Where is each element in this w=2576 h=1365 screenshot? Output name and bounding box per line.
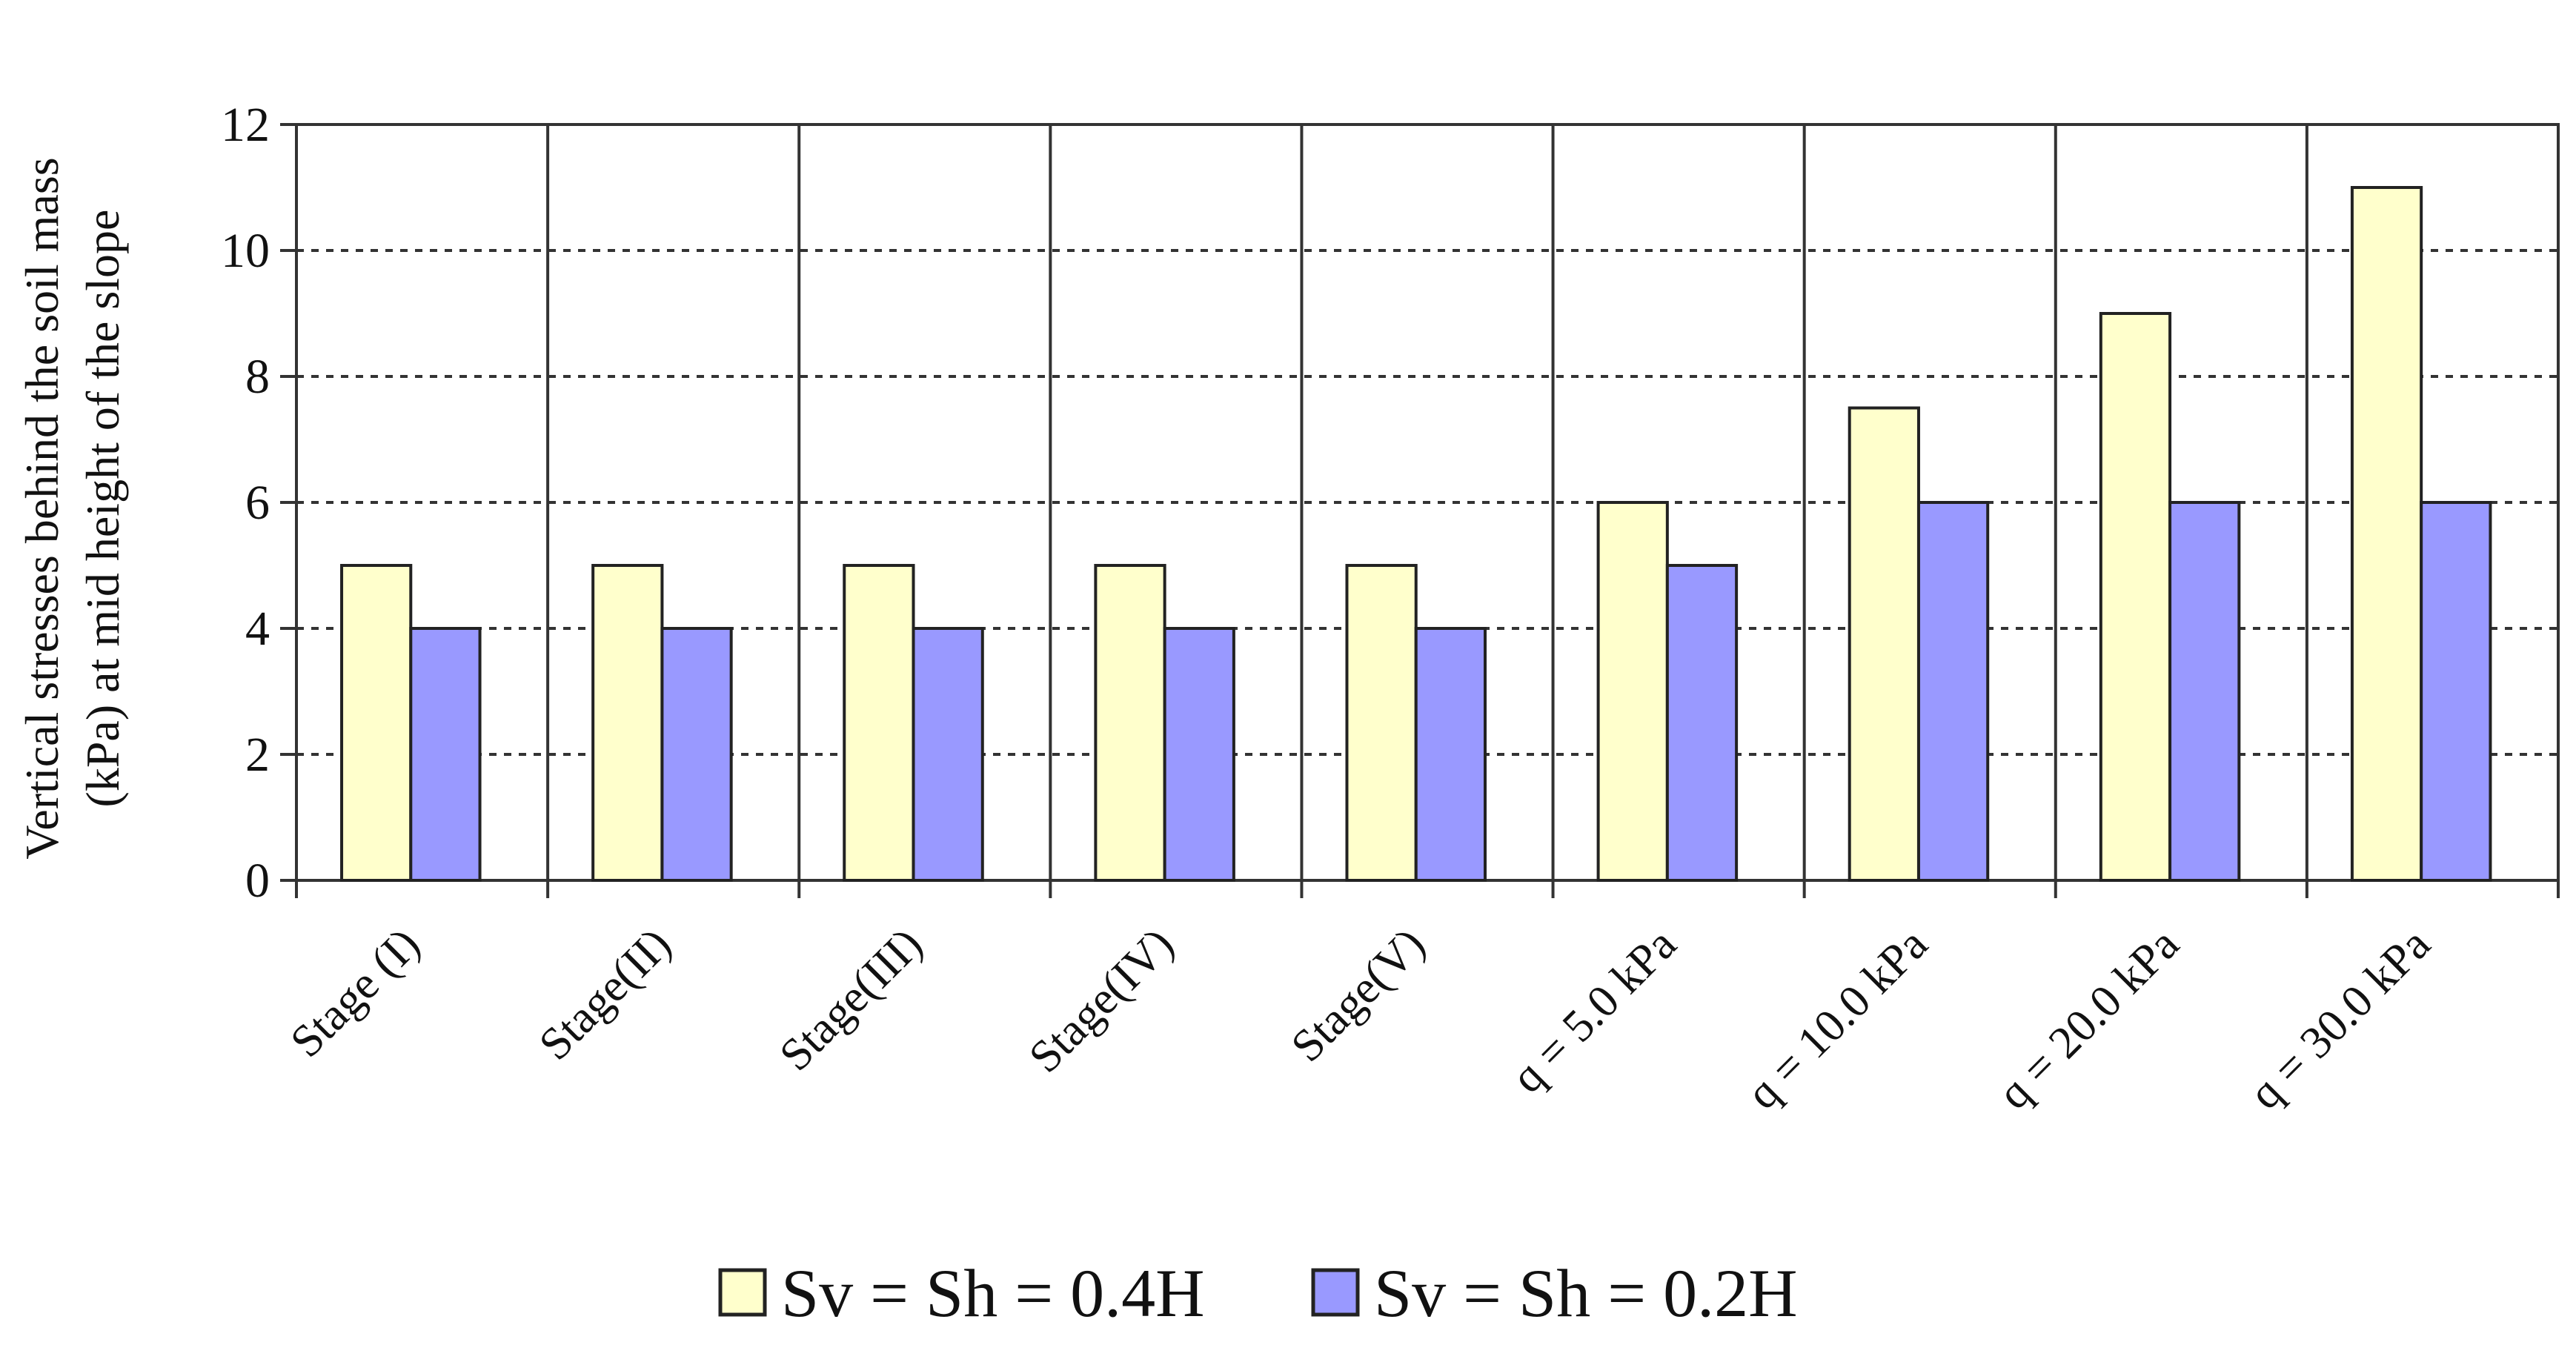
bar-series1-5 — [1345, 564, 1418, 882]
bar-series1-8 — [2099, 312, 2172, 882]
bar-series2-2 — [660, 627, 733, 882]
bar-series2-5 — [1414, 627, 1487, 882]
bar-series1-6 — [1596, 501, 1669, 882]
legend-label-1: Sv = Sh = 0.4H — [781, 1255, 1205, 1331]
bar-series1-7 — [1848, 406, 1920, 882]
bar-series2-9 — [2420, 501, 2492, 882]
legend-label-2: Sv = Sh = 0.2H — [1374, 1255, 1798, 1331]
y-tick-label: 10 — [221, 224, 270, 278]
bar-series2-4 — [1163, 627, 1235, 882]
bar-series2-8 — [2168, 501, 2241, 882]
x-category-label: q = 20.0 kPa — [1988, 919, 2188, 1119]
y-tick-label: 12 — [221, 98, 270, 152]
bar-series1-1 — [340, 564, 413, 882]
legend-swatch-2 — [1311, 1268, 1360, 1317]
x-category-label: q = 10.0 kPa — [1737, 919, 1937, 1119]
x-category-label: Stage(II) — [530, 919, 681, 1070]
x-category-label: Stage(III) — [770, 919, 932, 1080]
y-axis-title-line-2: (kPa) at mid height of the slope — [76, 210, 129, 808]
y-tick-label: 8 — [245, 350, 270, 404]
y-tick-label: 6 — [245, 476, 270, 530]
x-category-label: q = 5.0 kPa — [1502, 919, 1686, 1103]
x-category-label: Stage(V) — [1282, 919, 1435, 1072]
bar-series1-2 — [591, 564, 664, 882]
x-category-label: q = 30.0 kPa — [2240, 919, 2440, 1119]
bar-series2-1 — [409, 627, 482, 882]
y-axis-title: Vertical stresses behind the soil mass (k… — [16, 157, 129, 859]
x-category-label: Stage (I) — [281, 919, 429, 1067]
y-tick-label: 0 — [245, 854, 270, 908]
y-axis-title-line-1: Vertical stresses behind the soil mass — [16, 157, 68, 859]
bar-series1-3 — [843, 564, 915, 882]
x-category-label: Stage(IV) — [1020, 919, 1184, 1083]
bar-series1-4 — [1094, 564, 1166, 882]
legend-swatch-1 — [718, 1268, 767, 1317]
bar-series2-6 — [1665, 564, 1739, 882]
bar-series2-3 — [912, 627, 984, 882]
bar-series1-9 — [2350, 186, 2423, 882]
bar-series2-7 — [1916, 501, 1990, 882]
y-tick-label: 2 — [245, 728, 270, 782]
y-tick-label: 4 — [245, 602, 270, 656]
